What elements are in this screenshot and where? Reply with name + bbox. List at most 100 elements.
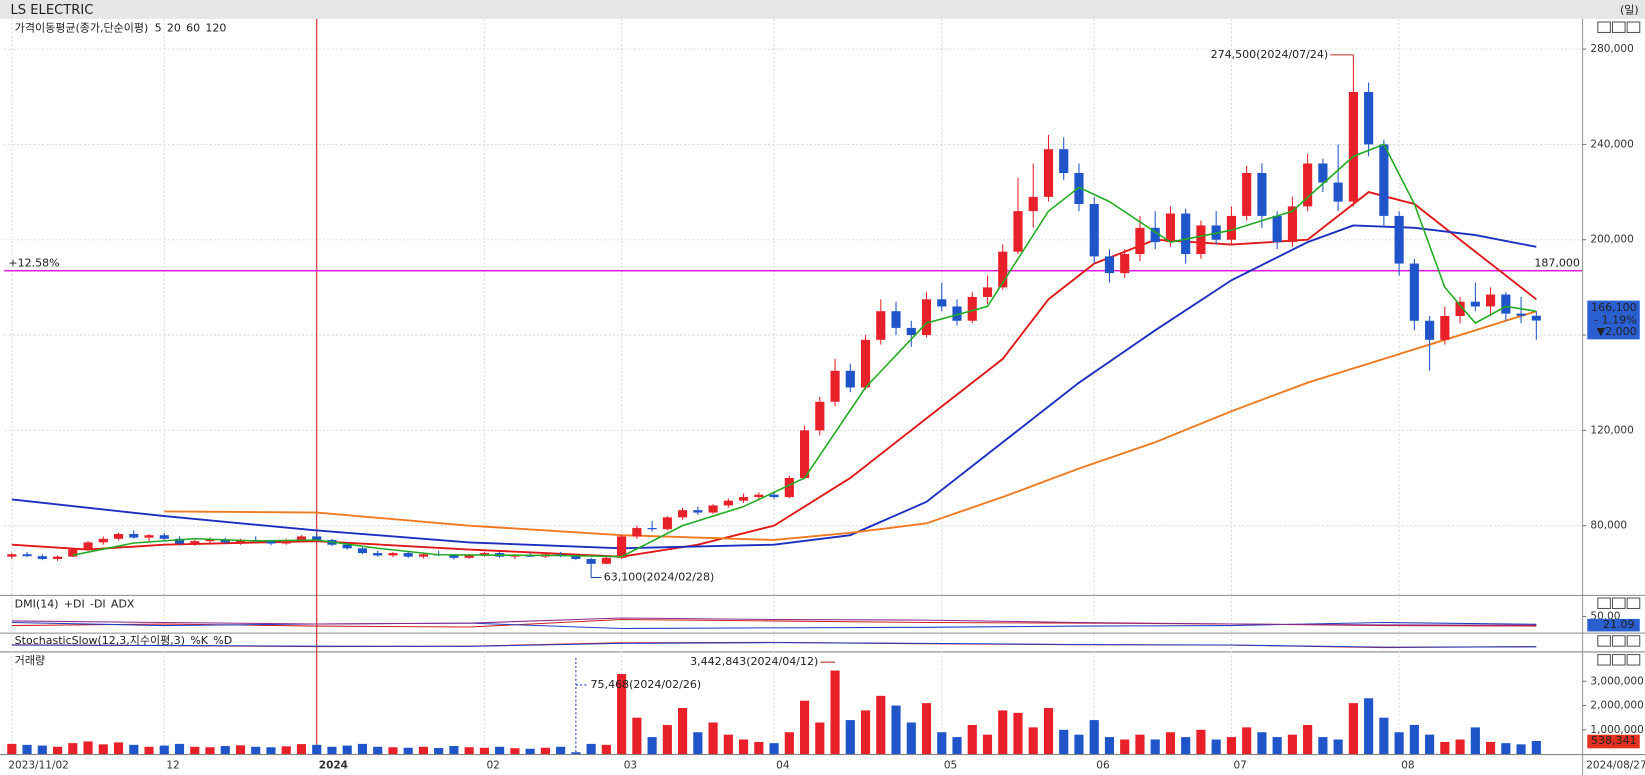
candle-body — [891, 311, 901, 328]
candle-body — [37, 556, 47, 560]
candle-body — [403, 553, 413, 557]
volume-bar — [1135, 734, 1145, 755]
volume-bar — [1470, 727, 1480, 755]
volume-bar — [1226, 737, 1236, 755]
panel-button[interactable] — [1626, 21, 1641, 33]
x-tick-label: 12 — [166, 760, 179, 772]
candle-body — [296, 536, 307, 540]
volume-badge-value: 538,341 — [1591, 734, 1637, 747]
volume-bar — [693, 732, 703, 755]
x-tick-label: 2023/11/02 — [8, 760, 68, 772]
legend-entry: 60 — [186, 21, 200, 34]
x-tick-label: 05 — [944, 760, 957, 772]
volume-bar — [678, 707, 688, 755]
candle-body — [678, 510, 688, 518]
volume-bar — [601, 744, 611, 755]
candle-body — [1318, 163, 1328, 183]
panel-button[interactable] — [1597, 635, 1611, 647]
candle-body — [373, 553, 383, 556]
panel-button[interactable] — [1626, 597, 1641, 610]
candle-body — [1165, 213, 1176, 243]
volume-bar — [1089, 720, 1099, 755]
volume-bar — [449, 746, 459, 755]
volume-bar — [632, 717, 642, 755]
volume-bar — [952, 737, 962, 755]
y-tick-label: 1,000,000 — [1590, 724, 1643, 736]
volume-bar — [586, 743, 596, 755]
price-badge-pct: - 1.19% — [1594, 314, 1636, 327]
candle-body — [982, 287, 993, 297]
candle-body — [1272, 215, 1282, 243]
panel-button[interactable] — [1626, 654, 1641, 666]
candle-body — [129, 534, 139, 538]
candle-body — [205, 539, 215, 542]
candle-body — [1028, 196, 1038, 212]
stochastic-title: StochasticSlow(12,3,지수이평,3) — [15, 634, 185, 647]
volume-bar — [876, 695, 886, 755]
volume-bar — [1364, 698, 1374, 755]
candle-body — [1333, 182, 1343, 202]
annotation: 75,468(2024/02/26) — [591, 678, 702, 691]
candle-body — [739, 497, 749, 501]
volume-bar — [1181, 737, 1191, 755]
header-bar — [0, 0, 1645, 19]
x-tick-label: 08 — [1401, 760, 1414, 772]
candle-body — [784, 478, 794, 498]
volume-bar — [205, 747, 215, 755]
candle-body — [1074, 173, 1084, 204]
volume-bar — [1104, 737, 1115, 755]
panel-button[interactable] — [1611, 21, 1626, 33]
candle-body — [220, 539, 230, 543]
panel-button[interactable] — [1626, 635, 1641, 647]
candle-body — [860, 339, 871, 388]
volume-bar — [342, 745, 352, 755]
candle-body — [281, 539, 291, 544]
volume-bar — [540, 747, 550, 755]
candle-body — [1150, 227, 1160, 243]
candle-body — [876, 311, 886, 340]
candle-body — [342, 544, 352, 549]
panel-button[interactable] — [1597, 21, 1611, 33]
candle-body — [83, 542, 93, 550]
candle-body — [1379, 144, 1389, 216]
candle-body — [464, 555, 474, 558]
volume-bar — [1196, 729, 1206, 755]
volume-bar — [1425, 734, 1435, 755]
annotation: 63,100(2024/02/28) — [604, 570, 715, 583]
volume-bar — [815, 722, 825, 755]
panel-button[interactable] — [1611, 654, 1626, 666]
volume-bar — [1211, 739, 1221, 755]
panel-button[interactable] — [1611, 635, 1626, 647]
x-tick-label: 2024 — [319, 760, 348, 772]
volume-bar — [357, 743, 368, 755]
volume-bar — [967, 724, 977, 755]
volume-bar — [1531, 740, 1541, 755]
candle-body — [1013, 211, 1023, 252]
volume-bar — [327, 746, 337, 755]
x-tick-label: 06 — [1096, 760, 1109, 772]
panel-buttons[interactable] — [1597, 21, 1641, 666]
price-badge — [1587, 300, 1640, 340]
volume-bar — [495, 746, 505, 755]
panel-button[interactable] — [1597, 597, 1611, 610]
y-tick-label: 2,000,000 — [1590, 700, 1643, 712]
dmi-line — [11, 617, 1537, 626]
legend-entry: -DI — [90, 597, 106, 610]
volume-bar — [921, 703, 932, 755]
candle-body — [754, 494, 764, 498]
candle-body — [1257, 173, 1267, 216]
volume-bar — [830, 670, 840, 755]
volume-bar — [373, 746, 383, 755]
volume-bar — [1059, 729, 1069, 755]
volume-bar — [52, 746, 63, 755]
panel-button[interactable] — [1611, 597, 1626, 610]
candle-body — [998, 251, 1008, 288]
candle-body — [1531, 315, 1541, 321]
volume-bar — [418, 746, 429, 755]
candle-body — [1242, 173, 1252, 216]
volume-bar — [723, 734, 733, 755]
y-tick-label: 120,000 — [1590, 424, 1633, 436]
volume-bar — [510, 748, 520, 755]
panel-button[interactable] — [1597, 654, 1611, 666]
volume-bar — [220, 746, 230, 755]
